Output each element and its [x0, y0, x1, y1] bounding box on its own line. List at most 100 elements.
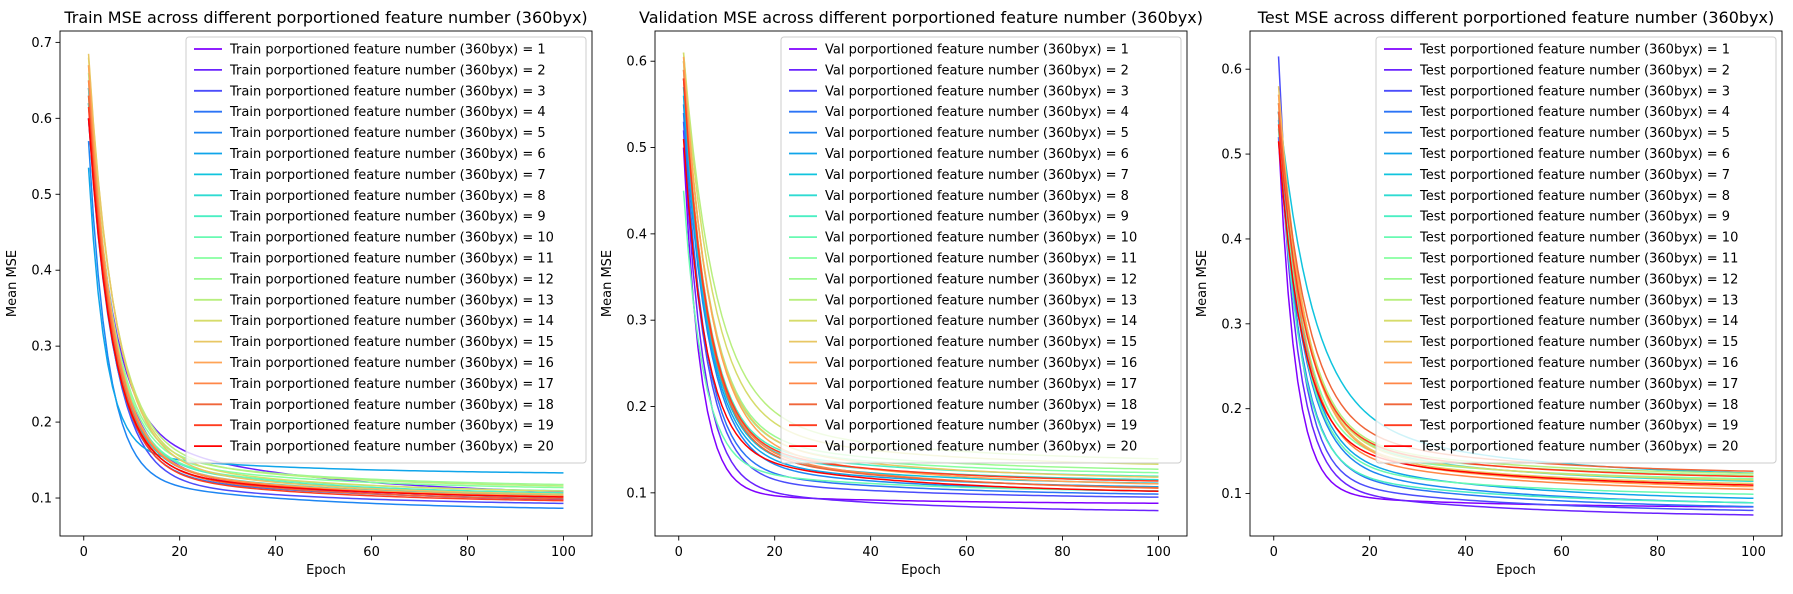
series-line-14	[87, 57, 564, 492]
y-tick-label: 0.4	[1221, 232, 1242, 247]
series-line-11	[87, 80, 564, 489]
chart-panel-3: 0 20 40 60 80 100 0.1 0.2 0.3 0.4 0.5 0.6 Test MSE a…	[1195, 8, 1783, 578]
x-tick-label: 100	[1741, 545, 1766, 560]
series-line-14	[1277, 94, 1754, 481]
series-line-15	[87, 53, 564, 495]
series-line-17	[1277, 103, 1754, 491]
x-tick-label: 80	[1649, 545, 1666, 560]
legend-entry: Val porportioned feature number (360byx)…	[825, 314, 1137, 329]
series-line-19	[87, 106, 564, 502]
series-lines	[87, 53, 564, 510]
legend: Train porportioned feature number (360by…	[185, 36, 587, 464]
legend-entry: Train porportioned feature number (360by…	[229, 168, 546, 183]
y-tick-label: 0.7	[31, 36, 52, 51]
x-tick-label: 0	[1270, 545, 1278, 560]
x-tick-label: 100	[551, 545, 576, 560]
legend-entry: Train porportioned feature number (360by…	[229, 293, 554, 308]
legend-entry: Val porportioned feature number (360byx)…	[825, 398, 1137, 413]
legend-entry: Train porportioned feature number (360by…	[229, 147, 546, 162]
legend-entry: Test porportioned feature number (360byx…	[1419, 63, 1730, 78]
axes-frame	[654, 30, 1188, 537]
legend-entry: Test porportioned feature number (360byx…	[1419, 252, 1738, 267]
legend-entry: Train porportioned feature number (360by…	[229, 189, 546, 204]
legend-box	[780, 36, 1182, 464]
legend-entry: Test porportioned feature number (360byx…	[1419, 356, 1738, 371]
series-line-16	[87, 65, 564, 497]
series-line-9	[87, 103, 564, 494]
series-line-13	[1277, 103, 1754, 475]
series-line-4	[682, 112, 1159, 495]
x-tick-label: 40	[267, 545, 284, 560]
legend-entry: Val porportioned feature number (360byx)…	[825, 168, 1129, 183]
x-tick-label: 60	[958, 545, 975, 560]
series-line-15	[682, 61, 1159, 478]
x-tick-label: 0	[80, 545, 88, 560]
legend-entry: Test porportioned feature number (360byx…	[1419, 231, 1738, 246]
series-line-6	[1277, 111, 1754, 500]
x-axis-label: Epoch	[306, 563, 346, 578]
x-tick-label: 0	[675, 545, 683, 560]
series-line-19	[1277, 124, 1754, 478]
y-tick-label: 0.1	[31, 492, 52, 507]
legend-entry: Train porportioned feature number (360by…	[229, 440, 554, 455]
legend-entry: Val porportioned feature number (360byx)…	[825, 293, 1137, 308]
series-line-16	[1277, 94, 1754, 488]
legend-entry: Train porportioned feature number (360by…	[229, 314, 554, 329]
legend-entry: Train porportioned feature number (360by…	[229, 126, 546, 141]
legend-entry: Val porportioned feature number (360byx)…	[825, 84, 1129, 99]
legend-box	[1375, 36, 1777, 464]
chart-title: Validation MSE across different porporti…	[639, 8, 1203, 27]
chart-title: Train MSE across different porportioned …	[63, 8, 587, 27]
legend-entry: Test porportioned feature number (360byx…	[1419, 440, 1738, 455]
legend-entry: Val porportioned feature number (360byx)…	[825, 440, 1137, 455]
y-axis-label: Mean MSE	[5, 250, 20, 317]
y-tick-label: 0.6	[1221, 63, 1242, 78]
series-line-20	[1277, 141, 1754, 486]
legend-entry: Train porportioned feature number (360by…	[229, 231, 554, 246]
y-tick-label: 0.3	[626, 314, 647, 329]
x-tick-label: 80	[459, 545, 476, 560]
series-line-20	[87, 118, 564, 498]
y-tick-label: 0.2	[626, 400, 647, 415]
series-lines	[1277, 56, 1754, 516]
y-tick-label: 0.5	[626, 141, 647, 156]
legend-entry: Test porportioned feature number (360byx…	[1419, 126, 1730, 141]
legend-entry: Val porportioned feature number (360byx)…	[825, 231, 1137, 246]
legend-entry: Test porportioned feature number (360byx…	[1419, 84, 1730, 99]
series-line-3	[1277, 56, 1754, 512]
y-axis-label: Mean MSE	[1195, 250, 1210, 317]
x-axis-label: Epoch	[901, 563, 941, 578]
legend: Test porportioned feature number (360byx…	[1375, 36, 1777, 464]
legend-entry: Test porportioned feature number (360byx…	[1419, 210, 1730, 225]
legend-box	[185, 36, 587, 464]
legend-entry: Val porportioned feature number (360byx)…	[825, 377, 1137, 392]
x-tick-label: 100	[1146, 545, 1171, 560]
y-tick-label: 0.1	[1221, 487, 1242, 502]
y-tick-label: 0.2	[1221, 402, 1242, 417]
legend-entry: Train porportioned feature number (360by…	[229, 252, 554, 267]
series-line-3	[682, 121, 1159, 498]
series-line-1	[682, 147, 1159, 504]
chart-panel-2: 0 20 40 60 80 100 0.1 0.2 0.3 0.4 0.5 0.6 Validation…	[600, 8, 1203, 578]
y-tick-label: 0.2	[31, 416, 52, 431]
series-line-20	[682, 138, 1159, 492]
series-line-16	[682, 56, 1159, 485]
x-tick-label: 40	[862, 545, 879, 560]
x-tick-label: 60	[1553, 545, 1570, 560]
legend-entry: Val porportioned feature number (360byx)…	[825, 419, 1137, 434]
legend-entry: Train porportioned feature number (360by…	[229, 356, 554, 371]
legend-entry: Train porportioned feature number (360by…	[229, 398, 554, 413]
legend-entry: Train porportioned feature number (360by…	[229, 210, 546, 225]
legend-entry: Test porportioned feature number (360byx…	[1419, 293, 1738, 308]
legend-entry: Train porportioned feature number (360by…	[229, 63, 546, 78]
chart-panel-1: 0 20 40 60 80 100 0.1 0.2 0.3 0.4 0.5 0.6 0.7 Train M…	[5, 8, 593, 578]
legend-entry: Val porportioned feature number (360byx)…	[825, 356, 1137, 371]
axes-frame	[1249, 30, 1783, 537]
legend-entry: Test porportioned feature number (360byx…	[1419, 398, 1738, 413]
x-tick-label: 80	[1054, 545, 1071, 560]
series-line-2	[682, 130, 1159, 512]
y-tick-label: 0.6	[31, 112, 52, 127]
y-tick-label: 0.3	[1221, 317, 1242, 332]
